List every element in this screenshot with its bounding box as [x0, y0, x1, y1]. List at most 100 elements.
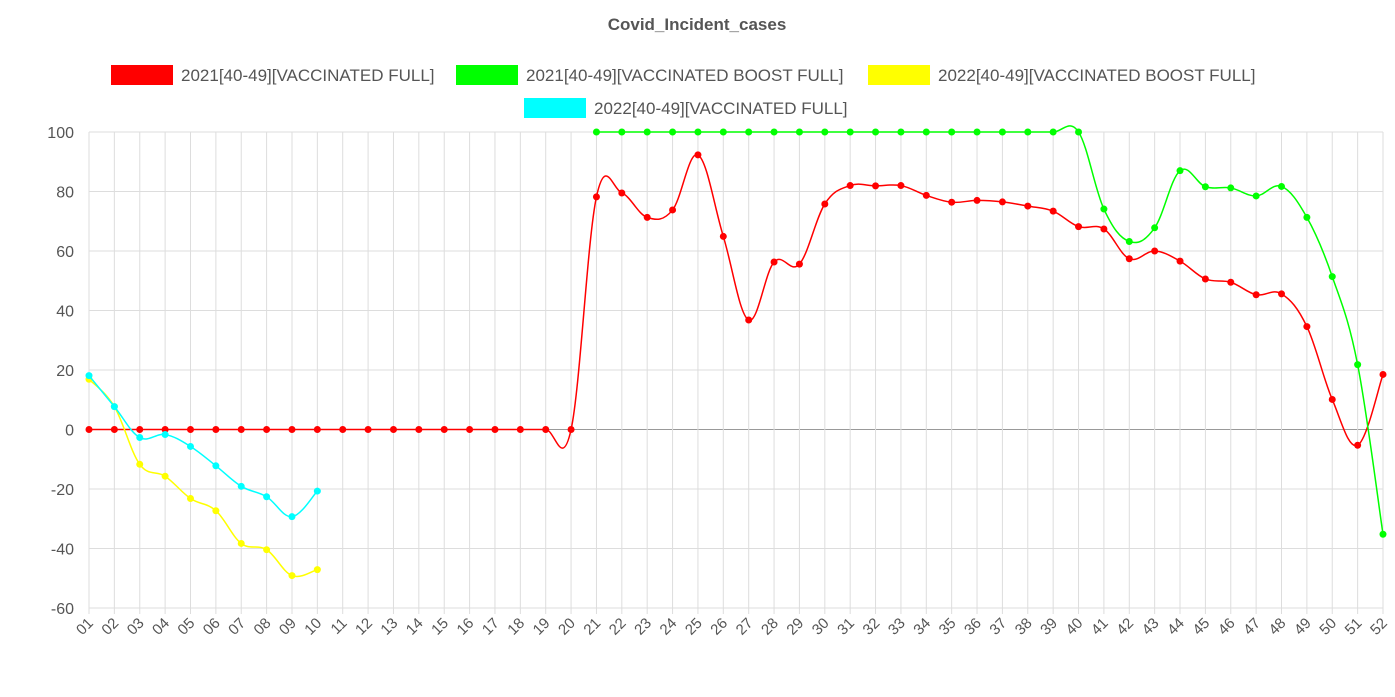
- series-group: [85, 125, 1387, 580]
- data-point: [237, 539, 245, 547]
- data-point: [1024, 128, 1032, 136]
- x-tick-label: 28: [758, 615, 782, 639]
- y-tick-label: 60: [56, 244, 74, 261]
- data-point: [872, 182, 880, 190]
- data-point: [897, 128, 905, 136]
- data-point: [85, 426, 93, 433]
- x-tick-label: 08: [251, 615, 275, 639]
- data-point: [719, 128, 727, 136]
- data-point: [186, 495, 194, 503]
- x-tick-label: 22: [606, 615, 630, 639]
- x-tick-label: 01: [73, 615, 97, 639]
- series-0: [85, 151, 1387, 449]
- data-point: [821, 200, 829, 208]
- data-point: [288, 426, 296, 433]
- data-point: [1227, 184, 1235, 192]
- x-tick-label: 11: [328, 615, 351, 638]
- y-tick-label: 100: [47, 125, 74, 142]
- data-point: [694, 128, 702, 136]
- data-point: [1278, 290, 1286, 298]
- data-point: [110, 403, 118, 411]
- series-1: [592, 125, 1387, 538]
- y-tick-label: 0: [65, 423, 74, 440]
- data-point: [313, 487, 321, 495]
- data-point: [745, 128, 753, 136]
- x-tick-label: 05: [174, 615, 198, 639]
- data-point: [592, 128, 600, 136]
- data-point: [1252, 192, 1260, 200]
- x-tick-label: 04: [149, 615, 173, 639]
- data-point: [263, 426, 271, 433]
- legend-item-3[interactable]: 2022[40-49][VACCINATED FULL]: [524, 98, 848, 118]
- x-tick-label: 12: [352, 615, 376, 639]
- legend-item-0[interactable]: 2021[40-49][VACCINATED FULL]: [111, 65, 435, 85]
- data-point: [85, 372, 93, 380]
- legend-label-3: 2022[40-49][VACCINATED FULL]: [594, 99, 848, 118]
- data-point: [1100, 205, 1108, 213]
- data-point: [1100, 225, 1108, 233]
- data-point: [948, 128, 956, 136]
- data-point: [973, 196, 981, 204]
- data-point: [643, 213, 651, 221]
- legend: 2021[40-49][VACCINATED FULL] 2021[40-49]…: [111, 65, 1255, 118]
- x-tick-label: 39: [1037, 615, 1061, 639]
- data-point: [136, 460, 144, 468]
- x-tick-label: 02: [98, 615, 122, 639]
- x-tick-label: 35: [936, 615, 960, 639]
- data-point: [897, 182, 905, 190]
- data-point: [1176, 167, 1184, 175]
- data-point: [770, 128, 778, 136]
- legend-item-2[interactable]: 2022[40-49][VACCINATED BOOST FULL]: [868, 65, 1255, 85]
- data-point: [998, 198, 1006, 206]
- data-point: [1125, 237, 1133, 245]
- data-point: [821, 128, 829, 136]
- data-point: [1049, 207, 1057, 215]
- x-tick-label: 17: [479, 615, 503, 639]
- y-tick-label: -40: [51, 542, 74, 559]
- data-point: [466, 426, 474, 433]
- x-tick-label: 51: [1342, 615, 1366, 639]
- data-point: [364, 426, 372, 433]
- y-axis: 100 80 60 40 20 0 -20 -40 -60: [47, 125, 74, 618]
- x-tick-label: 46: [1215, 615, 1239, 639]
- x-tick-label: 18: [504, 615, 528, 639]
- data-point: [1379, 370, 1387, 378]
- data-point: [1201, 275, 1209, 283]
- x-tick-label: 42: [1113, 615, 1137, 639]
- data-point: [263, 546, 271, 554]
- y-tick-label: -20: [51, 482, 74, 499]
- data-point: [212, 462, 220, 470]
- legend-item-1[interactable]: 2021[40-49][VACCINATED BOOST FULL]: [456, 65, 843, 85]
- x-tick-label: 07: [225, 615, 249, 639]
- x-tick-label: 14: [403, 615, 427, 639]
- x-tick-label: 34: [910, 615, 934, 639]
- data-point: [237, 426, 245, 433]
- x-tick-label: 26: [707, 615, 731, 639]
- data-point: [1024, 202, 1032, 210]
- data-point: [922, 128, 930, 136]
- series-3: [85, 372, 321, 521]
- data-point: [1176, 257, 1184, 265]
- data-point: [1075, 223, 1083, 231]
- x-tick-label: 10: [301, 615, 325, 639]
- data-point: [313, 566, 321, 574]
- data-point: [998, 128, 1006, 136]
- data-point: [694, 151, 702, 159]
- data-point: [1201, 183, 1209, 191]
- data-point: [1354, 441, 1362, 449]
- x-tick-label: 03: [124, 615, 148, 639]
- data-point: [415, 426, 423, 433]
- y-tick-label: 20: [56, 363, 74, 380]
- data-point: [973, 128, 981, 136]
- data-point: [1328, 273, 1336, 281]
- data-point: [669, 128, 677, 136]
- data-point: [948, 198, 956, 206]
- data-point: [770, 258, 778, 266]
- data-point: [136, 434, 144, 442]
- data-point: [110, 426, 118, 433]
- x-tick-label: 47: [1240, 615, 1264, 639]
- legend-swatch-3: [524, 98, 586, 118]
- x-tick-label: 48: [1266, 615, 1290, 639]
- data-point: [288, 513, 296, 521]
- data-point: [567, 426, 575, 433]
